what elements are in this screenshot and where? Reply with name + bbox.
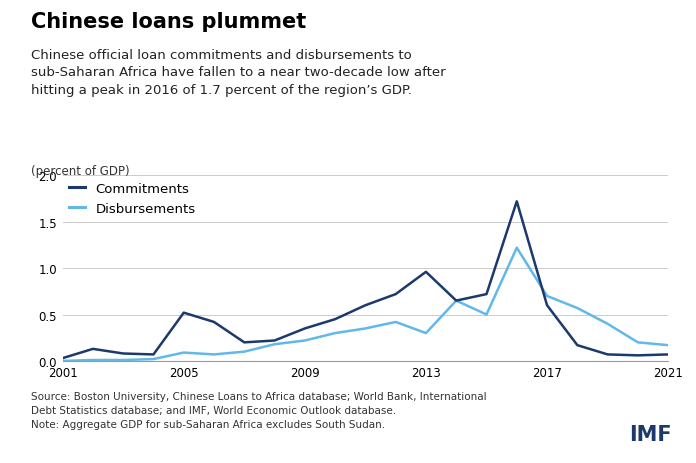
Legend: Commitments, Disbursements: Commitments, Disbursements bbox=[69, 182, 196, 215]
Text: Chinese loans plummet: Chinese loans plummet bbox=[31, 12, 306, 31]
Text: (percent of GDP): (percent of GDP) bbox=[31, 164, 130, 177]
Text: Chinese official loan commitments and disbursements to
sub-Saharan Africa have f: Chinese official loan commitments and di… bbox=[31, 49, 446, 96]
Text: IMF: IMF bbox=[629, 425, 672, 444]
Text: Source: Boston University, Chinese Loans to Africa database; World Bank, Interna: Source: Boston University, Chinese Loans… bbox=[31, 391, 487, 429]
